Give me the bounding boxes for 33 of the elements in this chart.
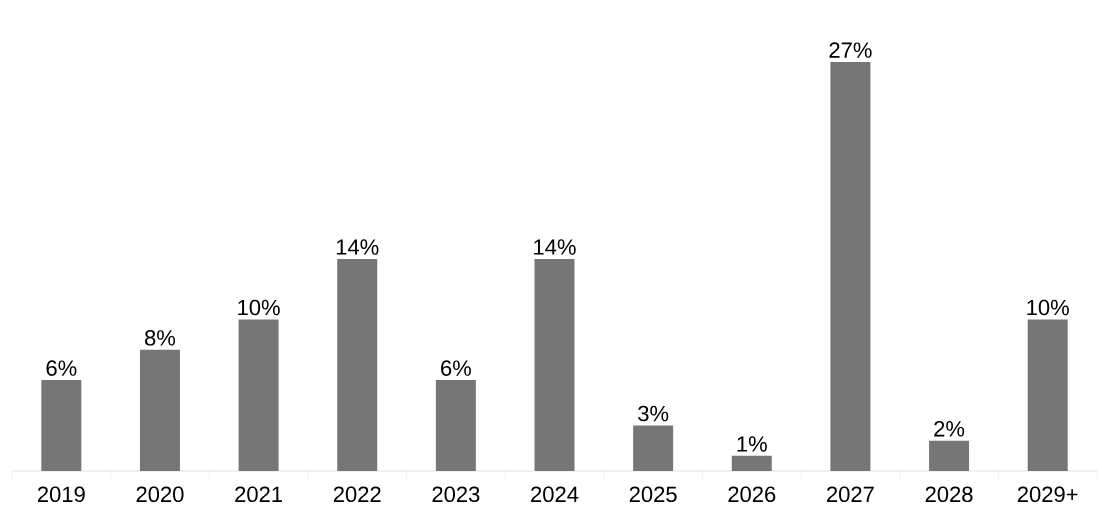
data-label: 14% — [534, 239, 576, 255]
data-label: 6% — [441, 360, 471, 376]
data-label: 8% — [145, 330, 176, 346]
x-tick-label: 2023 — [432, 486, 480, 503]
bar — [731, 455, 772, 471]
x-tick-label: 2019 — [37, 486, 85, 503]
data-label: 1% — [737, 436, 767, 452]
x-tick-label: 2029+ — [1017, 486, 1078, 503]
x-tick-label: 2024 — [531, 486, 579, 503]
bar — [929, 440, 970, 471]
bar — [139, 349, 180, 471]
bar — [830, 61, 871, 471]
x-tick-label: 2028 — [925, 486, 973, 503]
bar — [435, 380, 476, 471]
x-tick-label: 2025 — [629, 486, 677, 503]
bar — [1027, 319, 1068, 471]
data-label: 27% — [829, 42, 872, 58]
data-label: 3% — [638, 405, 669, 422]
bar — [633, 425, 674, 471]
bar — [337, 258, 378, 471]
bar — [238, 319, 279, 471]
data-label: 10% — [238, 299, 280, 316]
bar — [534, 258, 575, 471]
data-label: 14% — [336, 239, 379, 255]
x-tick-label: 2026 — [728, 486, 776, 503]
data-label: 10% — [1027, 299, 1069, 316]
x-tick-label: 2020 — [136, 486, 184, 503]
x-tick-label: 2027 — [827, 486, 874, 503]
bar — [41, 380, 82, 471]
data-label: 6% — [46, 360, 77, 376]
x-tick-label: 2021 — [235, 486, 282, 503]
x-tick-label: 2022 — [333, 486, 381, 503]
data-label: 2% — [934, 421, 965, 437]
